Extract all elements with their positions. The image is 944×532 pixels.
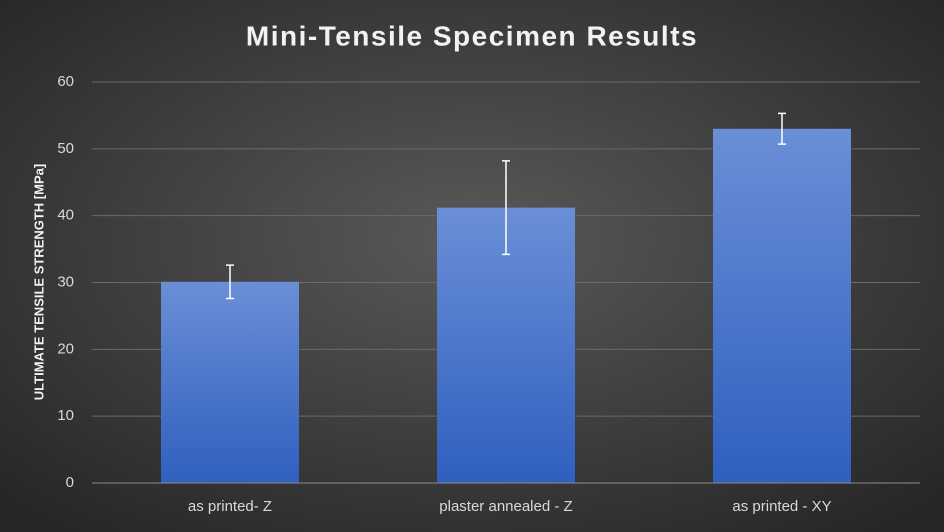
y-tick-label: 60 (57, 73, 74, 90)
bar (161, 281, 299, 483)
y-tick-label: 20 (57, 340, 74, 357)
bar (713, 128, 851, 484)
y-tick-label: 30 (57, 273, 74, 290)
y-tick-label: 40 (57, 207, 74, 224)
x-tick-label: as printed - XY (732, 498, 831, 515)
y-tick-label: 10 (57, 407, 74, 424)
error-bar (778, 112, 786, 145)
error-bar (502, 160, 510, 256)
y-axis-label: ULTIMATE TENSILE STRENGTH [MPa] (31, 164, 46, 400)
x-tick-label: as printed- Z (188, 498, 272, 515)
chart-title: Mini-Tensile Specimen Results (246, 20, 698, 51)
y-tick-label: 0 (66, 474, 74, 491)
error-bar (226, 264, 234, 300)
y-tick-label: 50 (57, 140, 74, 157)
x-tick-label: plaster annealed - Z (439, 498, 572, 515)
